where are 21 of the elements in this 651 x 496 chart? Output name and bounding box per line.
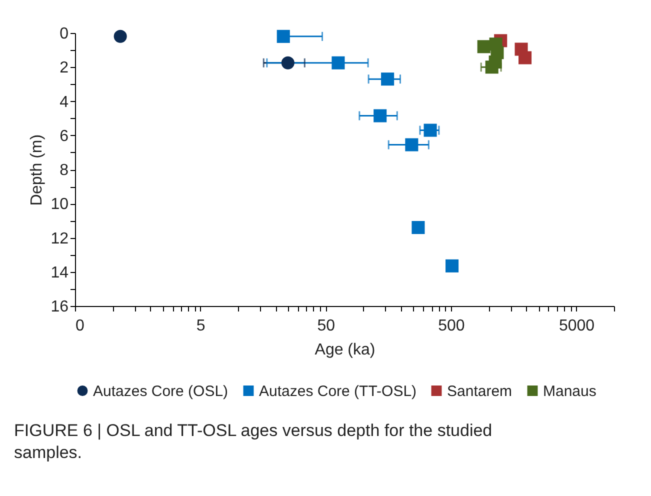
y-tick-label: 4 <box>60 94 69 111</box>
y-axis-title: Depth (m) <box>28 134 46 206</box>
x-tick-label: 50 <box>317 318 336 334</box>
y-tick-label: 12 <box>50 230 69 248</box>
legend-label: Manaus <box>543 382 596 400</box>
legend-label: Santarem <box>447 382 512 400</box>
x-tick-label: 500 <box>438 318 465 334</box>
y-tick-label: 10 <box>50 196 69 214</box>
y-tick-label: 0 <box>60 26 69 42</box>
y-tick-label: 8 <box>60 162 69 179</box>
x-axis-title: Age (ka) <box>314 342 376 358</box>
legend-label: Autazes Core (TT-OSL) <box>259 382 417 400</box>
y-tick-label: 16 <box>50 298 69 316</box>
x-tick-label: 0 <box>76 318 84 334</box>
y-tick-label: 2 <box>60 60 69 77</box>
x-tick-label: 5000 <box>558 318 595 334</box>
caption: FIGURE 6 | OSL and TT-OSL ages versus depth for the studied samples. <box>14 420 494 464</box>
x-tick-label: 5 <box>196 318 206 334</box>
y-tick-label: 6 <box>60 128 69 145</box>
y-tick-label: 14 <box>50 264 69 282</box>
legend-label: Autazes Core (OSL) <box>93 382 228 400</box>
